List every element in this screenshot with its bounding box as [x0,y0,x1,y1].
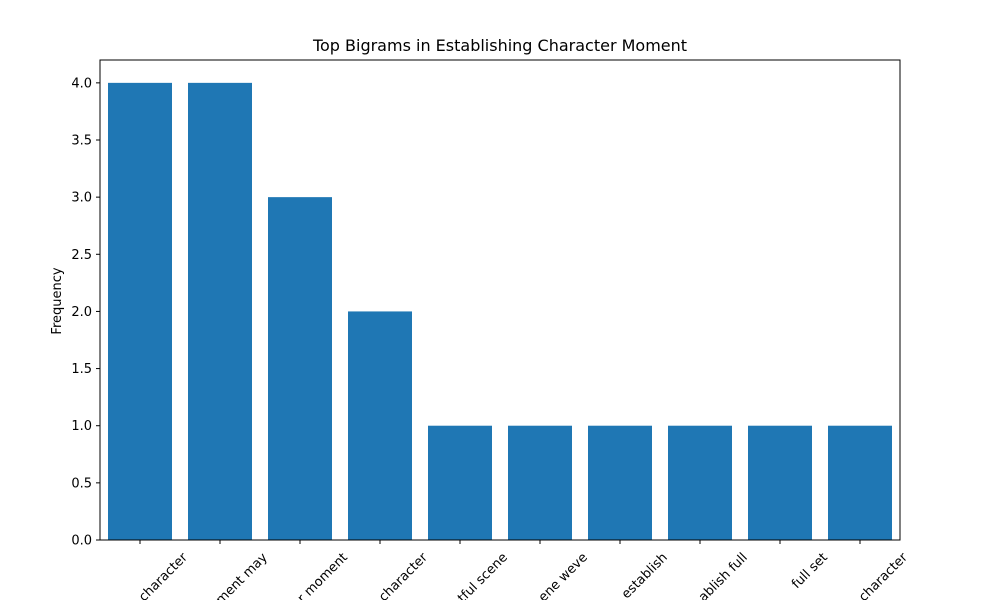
y-axis-label: Frequency [50,267,65,334]
y-tick-label-3: 1.0 [71,419,92,434]
x-tick-label-8: ablish full [696,550,751,600]
y-tick-label-6: 2.5 [71,248,92,263]
y-tick-label-7: 3.0 [71,191,92,206]
x-tick-label-9: full set [789,550,831,592]
chart-title: Top Bigrams in Establishing Character Mo… [312,36,687,55]
bar-9 [748,425,812,540]
plot-frame [99,59,901,541]
bar-4 [348,311,412,540]
bar-3 [268,197,332,540]
y-tick-label-9: 4.0 [71,76,92,91]
y-tick-label-4: 1.5 [71,362,92,377]
x-tick-label-6: ene weve [536,550,591,600]
y-axis: 0.0 0.5 1.0 1.5 2.0 2.5 3.0 3.5 4.0 [71,76,100,549]
x-tick-label-2: ment may [213,550,271,600]
bar-1 [108,82,172,541]
bar-5 [428,425,492,540]
x-tick-label-10: character [856,550,911,600]
x-tick-label-3: r moment [295,550,351,600]
x-tick-label-5: tful scene [455,550,511,600]
y-tick-label-8: 3.5 [71,134,92,149]
y-tick-label-5: 2.0 [71,305,92,320]
y-tick-label-2: 0.5 [71,476,92,491]
y-tick-label-1: 0.0 [71,534,92,549]
bar-2 [188,82,252,541]
x-tick-label-1: character [136,550,191,600]
x-tick-label-7: establish [619,550,671,600]
bar-7 [588,425,652,540]
bar-10 [828,425,892,540]
bars-group [108,82,892,541]
bar-6 [508,425,572,540]
x-axis: character ment may r moment character tful s… [136,540,911,600]
bar-8 [668,425,732,540]
x-tick-label-4: character [376,550,431,600]
